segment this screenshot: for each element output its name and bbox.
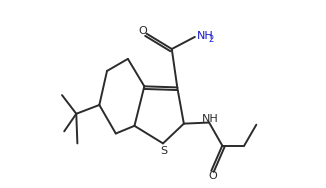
- Text: 2: 2: [209, 35, 214, 44]
- Text: S: S: [160, 146, 168, 156]
- Text: O: O: [208, 171, 217, 181]
- Text: O: O: [139, 27, 148, 36]
- Text: NH: NH: [202, 114, 218, 124]
- Text: NH: NH: [197, 31, 214, 41]
